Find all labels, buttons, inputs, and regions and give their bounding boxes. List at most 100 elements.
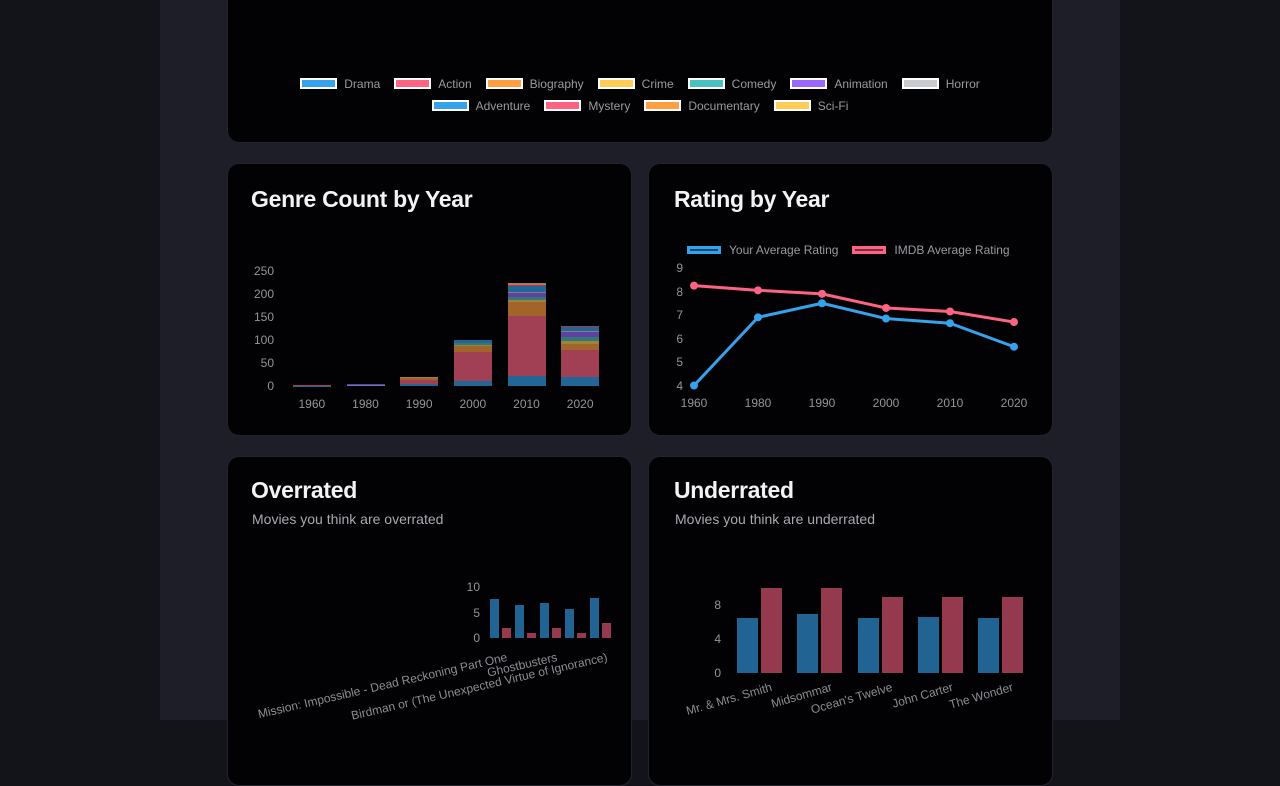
data-point-imdb-average-rating[interactable] — [1010, 318, 1018, 326]
genre-distribution-card: Drama Action Biography Crime Comedy Animation… — [227, 0, 1053, 143]
bar-segment-action[interactable] — [508, 316, 546, 376]
y-axis-tick-label: 4 — [677, 632, 721, 646]
grouped-bar-red[interactable] — [882, 597, 903, 674]
overrated-card: Overrated Movies you think are overrated… — [227, 456, 632, 786]
legend-item-drama[interactable]: Drama — [300, 77, 380, 91]
legend-swatch-biography — [486, 78, 523, 89]
x-axis-tick-label-the-wonder: The Wonder — [948, 680, 1015, 712]
legend-item-comedy[interactable]: Comedy — [688, 77, 777, 91]
rating-line-chart[interactable] — [689, 262, 1021, 394]
grouped-bar-blue[interactable] — [540, 603, 549, 638]
x-axis-tick-label-2010: 2010 — [497, 397, 557, 411]
grouped-bar-blue[interactable] — [858, 618, 879, 673]
legend-swatch-documentary — [644, 100, 681, 111]
bar-stack-1980 — [347, 384, 385, 386]
bar-segment-drama[interactable] — [347, 385, 385, 386]
legend-label: Mystery — [588, 99, 630, 113]
data-point-your-average-rating[interactable] — [882, 315, 890, 323]
x-axis-tick-label-1960: 1960 — [282, 397, 342, 411]
legend-item-horror[interactable]: Horror — [902, 77, 980, 91]
legend-item-imdb-average-rating[interactable]: IMDB Average Rating — [852, 243, 1009, 257]
data-point-your-average-rating[interactable] — [690, 382, 698, 390]
y-axis-tick-label: 5 — [639, 355, 683, 369]
data-point-your-average-rating[interactable] — [818, 299, 826, 307]
genre-legend-row-1: Drama Action Biography Crime Comedy Animation… — [228, 73, 1052, 94]
legend-item-biography[interactable]: Biography — [486, 77, 584, 91]
y-axis-tick-label: 100 — [230, 333, 274, 347]
genre-legend: Drama Action Biography Crime Comedy Animation… — [228, 73, 1052, 116]
data-point-imdb-average-rating[interactable] — [818, 290, 826, 298]
x-axis-tick-label-1990: 1990 — [792, 396, 852, 410]
legend-item-sci-fi[interactable]: Sci-Fi — [774, 99, 849, 113]
grouped-bar-red[interactable] — [577, 633, 586, 638]
bar-stack-2000 — [454, 340, 492, 386]
bar-segment-drama[interactable] — [561, 377, 599, 386]
y-axis-tick-label: 4 — [639, 379, 683, 393]
grouped-bar-red[interactable] — [761, 588, 782, 673]
data-point-imdb-average-rating[interactable] — [690, 282, 698, 290]
legend-label: Crime — [642, 77, 674, 91]
bar-segment-drama[interactable] — [400, 384, 438, 386]
bar-stack-1960 — [293, 385, 331, 386]
legend-label: Horror — [946, 77, 980, 91]
legend-label: Documentary — [688, 99, 759, 113]
x-axis-tick-label-john-carter: John Carter — [890, 680, 954, 711]
data-point-imdb-average-rating[interactable] — [882, 304, 890, 312]
y-axis-tick-label: 0 — [677, 666, 721, 680]
bar-stack-2010 — [508, 283, 546, 387]
line-imdb-average-rating — [694, 286, 1014, 322]
legend-swatch-animation — [790, 78, 827, 89]
grouped-bar-blue[interactable] — [515, 605, 524, 638]
legend-item-crime[interactable]: Crime — [598, 77, 674, 91]
bar-segment-drama[interactable] — [454, 381, 492, 386]
legend-label: Your Average Rating — [729, 243, 838, 257]
data-point-your-average-rating[interactable] — [1010, 343, 1018, 351]
card-title-overrated: Overrated — [251, 477, 357, 504]
legend-item-action[interactable]: Action — [394, 77, 471, 91]
legend-swatch-your-average-rating — [687, 246, 721, 254]
legend-label: Animation — [834, 77, 887, 91]
grouped-bar-blue[interactable] — [737, 618, 758, 673]
grouped-bar-red[interactable] — [602, 623, 611, 638]
data-point-your-average-rating[interactable] — [754, 313, 762, 321]
legend-label: Sci-Fi — [818, 99, 849, 113]
grouped-bar-blue[interactable] — [490, 599, 499, 638]
bar-stack-2020 — [561, 326, 599, 386]
x-axis-tick-label-2020: 2020 — [550, 397, 610, 411]
bar-segment-action[interactable] — [454, 352, 492, 382]
grouped-bar-blue[interactable] — [978, 618, 999, 673]
grouped-bar-blue[interactable] — [590, 598, 599, 638]
bar-segment-drama[interactable] — [508, 376, 546, 386]
grouped-bar-red[interactable] — [942, 597, 963, 674]
data-point-imdb-average-rating[interactable] — [754, 286, 762, 294]
data-point-imdb-average-rating[interactable] — [946, 307, 954, 315]
bar-segment-biography[interactable] — [508, 302, 546, 316]
legend-item-your-average-rating[interactable]: Your Average Rating — [687, 243, 838, 257]
grouped-bar-blue[interactable] — [918, 617, 939, 673]
legend-swatch-action — [394, 78, 431, 89]
legend-item-animation[interactable]: Animation — [790, 77, 887, 91]
grouped-bar-red[interactable] — [527, 633, 536, 638]
legend-label: IMDB Average Rating — [894, 243, 1009, 257]
grouped-bar-red[interactable] — [1002, 597, 1023, 674]
grouped-bar-blue[interactable] — [797, 614, 818, 674]
y-axis-tick-label: 6 — [639, 332, 683, 346]
card-subtitle-overrated: Movies you think are overrated — [252, 511, 443, 527]
grouped-bar-blue[interactable] — [565, 609, 574, 638]
legend-item-documentary[interactable]: Documentary — [644, 99, 759, 113]
grouped-bar-red[interactable] — [502, 628, 511, 638]
grouped-bar-red[interactable] — [552, 628, 561, 638]
legend-item-adventure[interactable]: Adventure — [432, 99, 531, 113]
y-axis-tick-label: 50 — [230, 356, 274, 370]
legend-item-mystery[interactable]: Mystery — [544, 99, 630, 113]
card-subtitle-underrated: Movies you think are underrated — [675, 511, 875, 527]
grouped-bar-red[interactable] — [821, 588, 842, 673]
x-axis-tick-label-2010: 2010 — [920, 396, 980, 410]
legend-label: Action — [438, 77, 471, 91]
data-point-your-average-rating[interactable] — [946, 319, 954, 327]
bar-segment-action[interactable] — [561, 350, 599, 377]
legend-swatch-horror — [902, 78, 939, 89]
y-axis-tick-label: 8 — [677, 598, 721, 612]
x-axis-tick-label-mr-mrs-smith: Mr. & Mrs. Smith — [684, 680, 773, 718]
